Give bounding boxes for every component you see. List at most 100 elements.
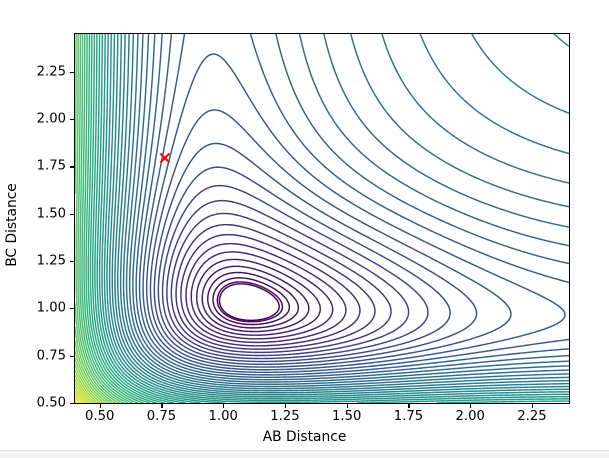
contour-line [75,396,81,403]
y-tick-label: 2.25 [36,64,66,80]
contour-line [87,34,158,403]
x-tick-mark [161,404,163,408]
y-tick-mark [70,355,74,357]
contour-line [216,281,284,323]
contour-line [75,326,116,403]
contour-line [207,271,300,329]
x-tick-label: 2.25 [517,409,547,424]
contour-line [117,34,569,392]
contour-line [75,303,120,403]
contour-line [111,34,569,396]
contour-line [91,34,175,403]
x-tick-label: 1.25 [270,409,300,424]
contour-line [125,34,569,386]
x-tick-label: 0.50 [85,409,115,424]
contour-line [85,34,151,403]
contour-line [145,53,566,371]
contour-line [436,400,569,403]
contour-line [135,34,569,379]
window-bottom-strip [0,450,609,458]
contour-line [175,223,376,350]
y-tick-label: 2.00 [36,111,66,127]
contour-line [128,34,569,383]
contour-line [81,34,139,403]
contour-line [166,199,410,357]
contour-lines [75,34,569,403]
y-tick-label: 0.50 [36,395,66,411]
contour-line [471,34,569,114]
contour-line [350,34,569,208]
contour-line [108,34,569,398]
contour-line [138,34,569,376]
x-tick-mark [531,404,534,408]
y-tick-mark [70,119,74,121]
x-tick-label: 0.75 [146,409,177,424]
contour-line [170,212,392,354]
contour-line [75,34,125,403]
contour-line [157,166,451,363]
contour-line [75,357,106,403]
x-tick-mark [346,404,348,408]
contour-line [132,34,569,381]
x-tick-label: 1.00 [208,409,238,424]
contour-line [75,386,88,403]
contour-line [201,265,310,333]
y-tick-label: 1.50 [36,206,66,222]
contour-line [149,109,512,368]
contour-line [98,34,226,403]
contour-line [122,34,569,388]
contour-line [218,283,280,322]
contour-line [153,142,478,366]
contour-line [83,34,145,403]
contour-line [185,242,347,344]
contour-line [106,34,569,400]
contour-line [75,399,79,403]
contour-line [75,383,91,403]
contour-line [212,277,291,326]
y-tick-label: 1.00 [36,300,66,316]
contour-line [96,34,202,403]
contour-line [275,34,569,265]
y-tick-mark [70,213,74,215]
x-axis-label: AB Distance [262,429,347,445]
x-tick-label: 1.50 [332,409,362,424]
contour-line [75,369,100,403]
x-tick-mark [284,404,287,408]
y-tick-label: 1.25 [36,253,66,269]
contour-line [75,34,77,194]
y-tick-mark [70,71,74,73]
contour-line [114,34,569,394]
contour-line [89,34,166,403]
contour-line [323,34,569,228]
y-tick-mark [70,166,74,168]
x-tick-mark [408,404,410,408]
y-tick-mark [70,403,74,405]
contour-line [298,34,569,247]
contour-line [180,233,361,347]
contour-line [119,34,569,390]
contour-line [103,34,569,402]
contour-line [79,34,134,403]
contour-line [195,258,322,336]
x-tick-mark [470,404,472,408]
y-tick-label: 1.75 [36,158,66,174]
contour-line [75,364,103,403]
contour-line [142,34,569,374]
contour-line [94,34,186,403]
contour-line [381,34,569,184]
x-tick-mark [99,404,101,408]
y-tick-mark [70,308,74,310]
y-tick-mark [70,261,74,263]
contour-line [190,251,334,340]
y-tick-label: 0.75 [36,348,66,364]
contour-line [249,34,569,284]
contour-line [161,184,429,360]
contour-line [75,340,113,403]
contour-line [419,34,569,155]
contour-line [101,34,569,403]
y-axis-label: BC Distance [4,183,21,267]
contour-line [75,349,109,403]
contour-line [553,34,569,48]
contour-line [75,379,94,403]
